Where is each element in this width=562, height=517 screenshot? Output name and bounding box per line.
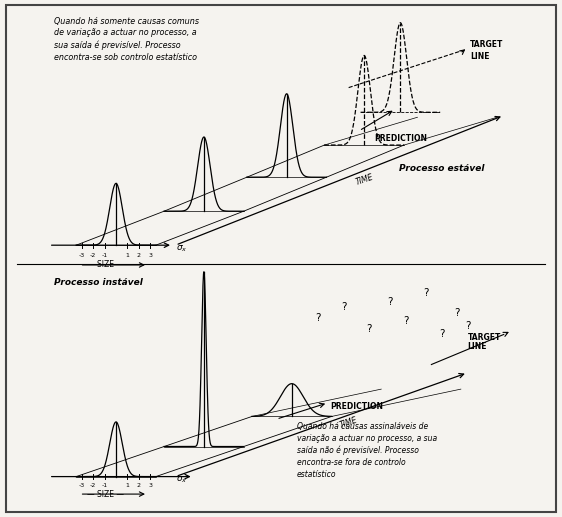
Text: Processo instável: Processo instável	[54, 278, 143, 287]
Text: -2: -2	[90, 483, 96, 488]
Text: 2: 2	[137, 483, 140, 488]
Text: — SIZE —: — SIZE —	[87, 490, 124, 498]
Text: ?: ?	[315, 313, 320, 323]
Text: -1: -1	[102, 253, 108, 257]
Text: ?: ?	[403, 316, 408, 326]
Text: ?: ?	[455, 308, 460, 317]
Text: PREDICTION: PREDICTION	[330, 402, 384, 411]
Text: ?: ?	[341, 302, 346, 312]
Text: ?: ?	[439, 329, 445, 340]
Text: Quando há causas assinaláveis de
variação a actuar no processo, a sua
saída não : Quando há causas assinaláveis de variaçã…	[297, 422, 437, 479]
Text: TIME: TIME	[338, 416, 359, 430]
Text: LINE: LINE	[470, 52, 490, 61]
Text: 1: 1	[125, 483, 129, 488]
Text: 1: 1	[125, 253, 129, 257]
Text: LINE: LINE	[468, 342, 487, 351]
Text: ?: ?	[387, 297, 393, 307]
Text: -1: -1	[102, 483, 108, 488]
Text: ?: ?	[366, 324, 372, 334]
Text: Quando há somente causas comuns
de variação a actuar no processo, a
sua saída é : Quando há somente causas comuns de varia…	[54, 17, 199, 62]
Text: $\sigma_x$: $\sigma_x$	[176, 243, 188, 253]
Text: ?: ?	[424, 288, 429, 298]
Text: 3: 3	[148, 483, 152, 488]
Text: -3: -3	[79, 253, 85, 257]
Text: — SIZE —: — SIZE —	[87, 261, 124, 269]
Text: $\sigma_x$: $\sigma_x$	[176, 474, 188, 484]
Text: 2: 2	[137, 253, 140, 257]
Text: TARGET: TARGET	[470, 40, 504, 49]
Text: -3: -3	[79, 483, 85, 488]
Text: -2: -2	[90, 253, 96, 257]
Text: TIME: TIME	[354, 172, 374, 187]
Text: TARGET: TARGET	[468, 332, 501, 342]
Text: ?: ?	[465, 321, 470, 331]
Text: Processo estável: Processo estável	[399, 164, 484, 173]
Text: 3: 3	[148, 253, 152, 257]
Text: PREDICTION: PREDICTION	[374, 134, 427, 143]
